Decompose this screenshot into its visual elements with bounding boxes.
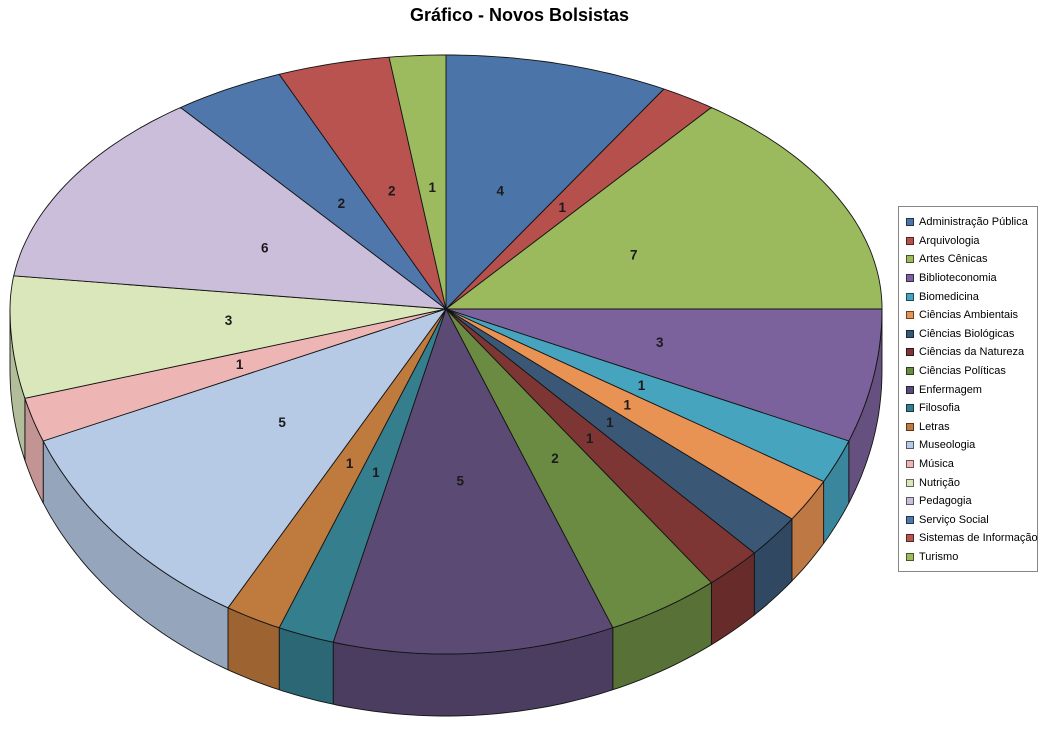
legend-label: Arquivologia — [919, 234, 980, 247]
legend-swatch-icon — [906, 367, 914, 376]
legend-item[interactable]: Enfermagem — [906, 380, 1035, 399]
pie-slice[interactable] — [445, 308, 712, 629]
pie-slice[interactable] — [278, 56, 447, 310]
slice-value-label: 1 — [429, 180, 437, 195]
legend-label: Filosofia — [919, 402, 960, 415]
legend-item[interactable]: Ciências Biológicas — [906, 325, 1035, 344]
legend-swatch-icon — [906, 329, 914, 338]
legend-label: Ciências Políticas — [919, 365, 1006, 378]
legend-label: Pedagogia — [919, 495, 972, 508]
legend-label: Serviço Social — [919, 513, 989, 526]
legend-item[interactable]: Artes Cênicas — [906, 250, 1035, 269]
pie-slice[interactable] — [388, 54, 447, 310]
slice-value-label: 1 — [606, 415, 614, 430]
legend-item[interactable]: Biomedicina — [906, 287, 1035, 306]
pie-slice[interactable] — [445, 88, 712, 310]
legend-swatch-icon — [906, 478, 914, 487]
legend-swatch-icon — [906, 255, 914, 264]
legend-swatch-icon — [906, 497, 914, 506]
slice-value-label: 5 — [457, 474, 465, 489]
legend-label: Ciências Biológicas — [919, 327, 1015, 340]
pie-slice[interactable] — [445, 308, 850, 482]
slice-value-label: 2 — [338, 196, 346, 211]
legend-label: Nutrição — [919, 476, 960, 489]
pie-slice[interactable] — [445, 107, 883, 310]
pie-slice[interactable] — [445, 308, 883, 442]
legend-swatch-icon — [906, 441, 914, 450]
legend-item[interactable]: Serviço Social — [906, 511, 1035, 530]
legend-label: Sistemas de Informação — [919, 532, 1038, 545]
legend-label: Biomedicina — [919, 290, 979, 303]
slice-value-label: 6 — [261, 241, 269, 256]
legend-label: Museologia — [919, 439, 976, 452]
legend-item[interactable]: Pedagogia — [906, 492, 1035, 511]
legend-item[interactable]: Música — [906, 455, 1035, 474]
slice-value-label: 1 — [586, 431, 594, 446]
pie-slice[interactable] — [9, 275, 447, 399]
slice-value-label: 7 — [630, 248, 638, 263]
pie-slice[interactable] — [24, 308, 447, 442]
legend-swatch-icon — [906, 515, 914, 524]
legend-item[interactable]: Ciências Políticas — [906, 362, 1035, 381]
legend-item[interactable]: Ciências Ambientais — [906, 306, 1035, 325]
legend-label: Letras — [919, 420, 950, 433]
slice-value-label: 1 — [638, 378, 646, 393]
legend-swatch-icon — [906, 218, 914, 227]
pie-slice[interactable] — [445, 308, 793, 554]
legend-label: Música — [919, 458, 954, 471]
legend-item[interactable]: Turismo — [906, 548, 1035, 567]
legend-item[interactable]: Administração Pública — [906, 213, 1035, 232]
slice-value-label: 1 — [624, 397, 632, 412]
legend-label: Ciências Ambientais — [919, 309, 1019, 322]
slice-value-label: 1 — [559, 200, 567, 215]
legend-swatch-icon — [906, 274, 914, 283]
legend-label: Ciências da Natureza — [919, 346, 1025, 359]
legend-swatch-icon — [906, 460, 914, 469]
legend-swatch-icon — [906, 348, 914, 357]
legend-item[interactable]: Museologia — [906, 436, 1035, 455]
legend-item[interactable]: Arquivologia — [906, 232, 1035, 251]
legend-item[interactable]: Filosofia — [906, 399, 1035, 418]
legend-label: Administração Pública — [919, 216, 1028, 229]
legend: Administração Pública Arquivologia Artes C… — [898, 206, 1038, 573]
pie-slice[interactable] — [445, 54, 665, 310]
slice-value-label: 5 — [278, 415, 286, 430]
legend-swatch-icon — [906, 422, 914, 431]
legend-swatch-icon — [906, 385, 914, 394]
slice-value-label: 4 — [496, 184, 504, 199]
legend-swatch-icon — [906, 404, 914, 413]
pie-slice[interactable] — [42, 308, 447, 609]
legend-item[interactable]: Letras — [906, 418, 1035, 437]
legend-swatch-icon — [906, 311, 914, 320]
legend-swatch-icon — [906, 236, 914, 245]
pie-slice[interactable] — [13, 107, 447, 310]
pie-slice[interactable] — [227, 308, 447, 629]
legend-swatch-icon — [906, 552, 914, 561]
pie-slice[interactable] — [445, 308, 825, 520]
legend-label: Biblioteconomia — [919, 272, 997, 285]
legend-item[interactable]: Biblioteconomia — [906, 269, 1035, 288]
chart-title: Gráfico - Novos Bolsistas — [409, 5, 630, 25]
pie-slice[interactable] — [332, 308, 614, 655]
pie-slice[interactable] — [278, 308, 447, 643]
legend-swatch-icon — [906, 534, 914, 543]
slice-value-label: 2 — [551, 451, 559, 466]
legend-item[interactable]: Nutrição — [906, 473, 1035, 492]
slice-value-label: 1 — [372, 465, 380, 480]
legend-swatch-icon — [906, 292, 914, 301]
slice-value-label: 1 — [346, 456, 354, 471]
legend-item[interactable]: Ciências da Natureza — [906, 343, 1035, 362]
pie-slice[interactable] — [445, 308, 755, 584]
slice-value-label: 1 — [236, 357, 244, 372]
slice-value-label: 2 — [388, 184, 396, 199]
pie-slice[interactable] — [180, 73, 447, 310]
legend-label: Artes Cênicas — [919, 253, 988, 266]
slice-value-label: 3 — [225, 313, 233, 328]
legend-label: Enfermagem — [919, 383, 982, 396]
slice-value-label: 3 — [656, 335, 664, 350]
legend-item[interactable]: Sistemas de Informação — [906, 529, 1038, 548]
legend-label: Turismo — [919, 550, 959, 563]
